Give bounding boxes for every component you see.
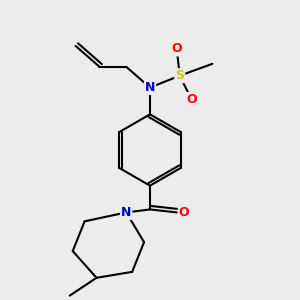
Text: N: N [145,81,155,94]
Text: O: O [179,206,190,219]
Text: S: S [175,69,184,82]
Text: O: O [171,42,182,56]
Text: O: O [186,93,197,106]
Text: N: N [121,206,131,219]
